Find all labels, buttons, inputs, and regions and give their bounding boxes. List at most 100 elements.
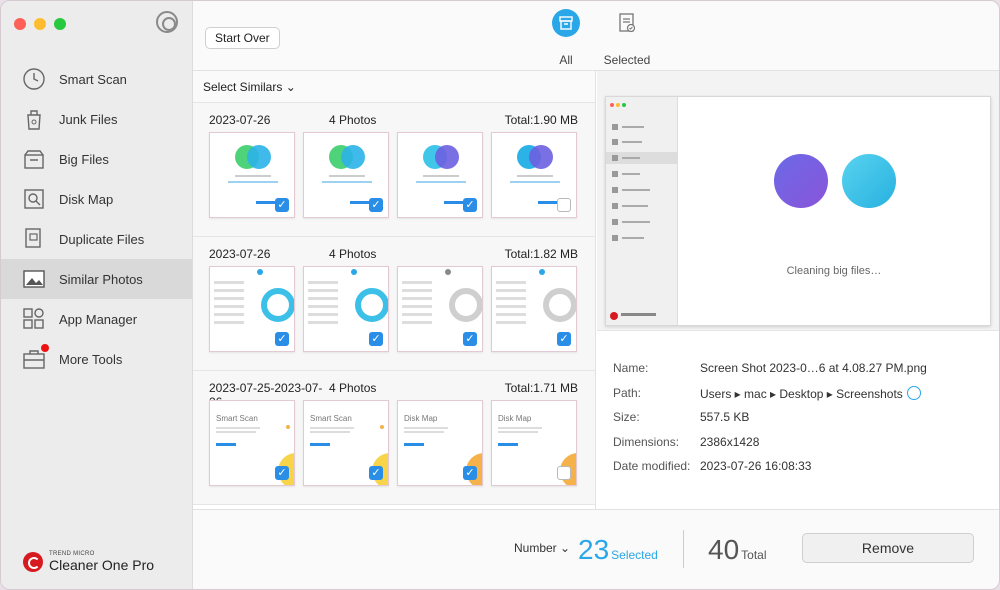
sidebar-item-more-tools[interactable]: More Tools bbox=[1, 339, 192, 379]
group-header: 2023-07-26 4 Photos Total:1.82 MB bbox=[209, 247, 578, 261]
sidebar: Smart Scan Junk Files Big Files Disk Map… bbox=[1, 1, 193, 589]
footer-bar: Number ⌄ 23 Selected 40 Total Remove bbox=[193, 509, 999, 589]
info-size-value: 557.5 KB bbox=[700, 410, 750, 424]
cyan-circle bbox=[842, 154, 896, 208]
photo-checkbox[interactable] bbox=[557, 466, 571, 480]
sidebar-item-duplicate-files[interactable]: Duplicate Files bbox=[1, 219, 192, 259]
photo-thumbnail[interactable]: ✓ bbox=[209, 132, 295, 218]
toolbox-icon bbox=[22, 344, 49, 371]
sidebar-item-app-manager[interactable]: App Manager bbox=[1, 299, 192, 339]
sidebar-item-label: Disk Map bbox=[59, 191, 114, 207]
remove-button[interactable]: Remove bbox=[802, 533, 974, 563]
sidebar-item-smart-scan[interactable]: Smart Scan bbox=[1, 59, 192, 99]
group-total: Total:1.90 MB bbox=[504, 113, 578, 127]
svg-text:Smart Scan: Smart Scan bbox=[310, 414, 352, 423]
photo-thumbnail[interactable]: ✓ bbox=[397, 266, 483, 352]
support-icon[interactable] bbox=[156, 11, 178, 33]
zoom-window-button[interactable] bbox=[54, 18, 66, 30]
svg-text:Smart Scan: Smart Scan bbox=[216, 414, 258, 423]
group-date: 2023-07-26 bbox=[209, 113, 271, 127]
info-label: Size: bbox=[613, 410, 640, 424]
preview-sidebar bbox=[606, 97, 678, 325]
group-header: 2023-07-26 4 Photos Total:1.90 MB bbox=[209, 113, 578, 127]
info-row-path: Path: Users ▸ mac ▸ Desktop ▸ Screenshot… bbox=[613, 385, 927, 411]
photo-checkbox[interactable] bbox=[557, 198, 571, 212]
info-dimensions-value: 2386x1428 bbox=[700, 434, 760, 449]
sidebar-nav: Smart Scan Junk Files Big Files Disk Map… bbox=[1, 59, 192, 379]
group-date: 2023-07-26 bbox=[209, 247, 271, 261]
info-label: Dimensions: bbox=[613, 434, 680, 449]
trash-can-icon bbox=[22, 107, 46, 131]
sidebar-item-disk-map[interactable]: Disk Map bbox=[1, 179, 192, 219]
info-row-date: Date modified: 2023-07-26 16:08:33 bbox=[613, 459, 927, 484]
photo-checkbox[interactable]: ✓ bbox=[275, 466, 289, 480]
minimize-window-button[interactable] bbox=[34, 18, 46, 30]
sidebar-item-label: Smart Scan bbox=[59, 71, 127, 87]
purple-circle bbox=[774, 154, 828, 208]
box-icon bbox=[22, 147, 46, 171]
file-info: Name: Screen Shot 2023-0…6 at 4.08.27 PM… bbox=[613, 361, 927, 484]
info-label: Path: bbox=[613, 385, 642, 400]
photo-thumbnail[interactable]: ✓ bbox=[491, 266, 577, 352]
preview-caption: Cleaning big files… bbox=[786, 265, 882, 277]
reveal-in-finder-icon[interactable] bbox=[906, 385, 921, 400]
total-count: 40 Total bbox=[708, 534, 767, 566]
close-window-button[interactable] bbox=[14, 18, 26, 30]
similar-photos-list: Select Similars ⌄ 2023-07-26 4 Photos To… bbox=[193, 71, 596, 509]
photo-checkbox[interactable]: ✓ bbox=[463, 466, 477, 480]
photo-checkbox[interactable]: ✓ bbox=[463, 332, 477, 346]
select-similars-dropdown[interactable]: Select Similars ⌄ bbox=[193, 71, 595, 103]
photo-thumbnail[interactable]: Disk Map ✓ bbox=[397, 400, 483, 486]
divider bbox=[683, 530, 684, 568]
sidebar-item-junk-files[interactable]: Junk Files bbox=[1, 99, 192, 139]
photo-checkbox[interactable]: ✓ bbox=[463, 198, 477, 212]
photo-checkbox[interactable]: ✓ bbox=[369, 466, 383, 480]
photo-checkbox[interactable]: ✓ bbox=[369, 198, 383, 212]
group-count: 4 Photos bbox=[329, 247, 377, 261]
tab-selected[interactable]: Selected bbox=[598, 9, 656, 67]
info-date-value: 2023-07-26 16:08:33 bbox=[700, 459, 812, 473]
info-label: Name: bbox=[613, 361, 649, 375]
sidebar-item-big-files[interactable]: Big Files bbox=[1, 139, 192, 179]
brand-name: Cleaner One Pro bbox=[49, 557, 155, 573]
start-over-button[interactable]: Start Over bbox=[205, 27, 280, 49]
sidebar-item-label: More Tools bbox=[59, 351, 123, 367]
info-path-value: Users ▸ mac ▸ Desktop ▸ Screenshots bbox=[700, 386, 903, 401]
sidebar-item-label: App Manager bbox=[59, 311, 138, 327]
photo-thumbnail[interactable] bbox=[491, 132, 577, 218]
preview-circles bbox=[774, 154, 896, 208]
photo-checkbox[interactable]: ✓ bbox=[275, 332, 289, 346]
preview-image: Cleaning big files… bbox=[605, 96, 991, 326]
photo-checkbox[interactable]: ✓ bbox=[369, 332, 383, 346]
group-count: 4 Photos bbox=[329, 113, 377, 127]
photo-thumbnail[interactable]: ✓ bbox=[397, 132, 483, 218]
photo-thumbnail[interactable]: Smart Scan ✓ bbox=[303, 400, 389, 486]
brand-vendor: TREND MICRO bbox=[49, 551, 95, 557]
selected-count-value: 23 bbox=[578, 534, 610, 565]
sort-dropdown[interactable]: Number ⌄ bbox=[514, 541, 571, 555]
photo-checkbox[interactable]: ✓ bbox=[557, 332, 571, 346]
photo-thumbnail[interactable]: Smart Scan ✓ bbox=[209, 400, 295, 486]
photo-thumbnail[interactable]: ✓ bbox=[209, 266, 295, 352]
photo-thumbnail[interactable]: Disk Map bbox=[491, 400, 577, 486]
tab-selected-label: Selected bbox=[603, 53, 651, 67]
sidebar-item-label: Duplicate Files bbox=[59, 231, 145, 247]
photo-thumbnail[interactable]: ✓ bbox=[303, 132, 389, 218]
clock-icon bbox=[22, 67, 46, 91]
photo-preview: Cleaning big files… bbox=[597, 71, 999, 331]
photo-thumbnail[interactable]: ✓ bbox=[303, 266, 389, 352]
info-label: Date modified: bbox=[613, 459, 691, 473]
photo-group: 2023-07-26 4 Photos Total:1.90 MB ✓ ✓ ✓ bbox=[193, 103, 595, 237]
sidebar-item-similar-photos[interactable]: Similar Photos bbox=[1, 259, 192, 299]
svg-text:Disk Map: Disk Map bbox=[498, 414, 532, 423]
photo-icon bbox=[22, 267, 46, 291]
info-row-dimensions: Dimensions: 2386x1428 bbox=[613, 435, 927, 460]
disk-map-icon bbox=[22, 187, 46, 211]
group-count: 4 Photos bbox=[329, 381, 377, 395]
trend-micro-logo-icon bbox=[23, 552, 43, 572]
photo-checkbox[interactable]: ✓ bbox=[275, 198, 289, 212]
total-count-value: 40 bbox=[708, 534, 740, 565]
group-header: 2023-07-25-2023-07-26 4 Photos Total:1.7… bbox=[209, 381, 578, 409]
tab-all[interactable]: All bbox=[549, 9, 583, 67]
